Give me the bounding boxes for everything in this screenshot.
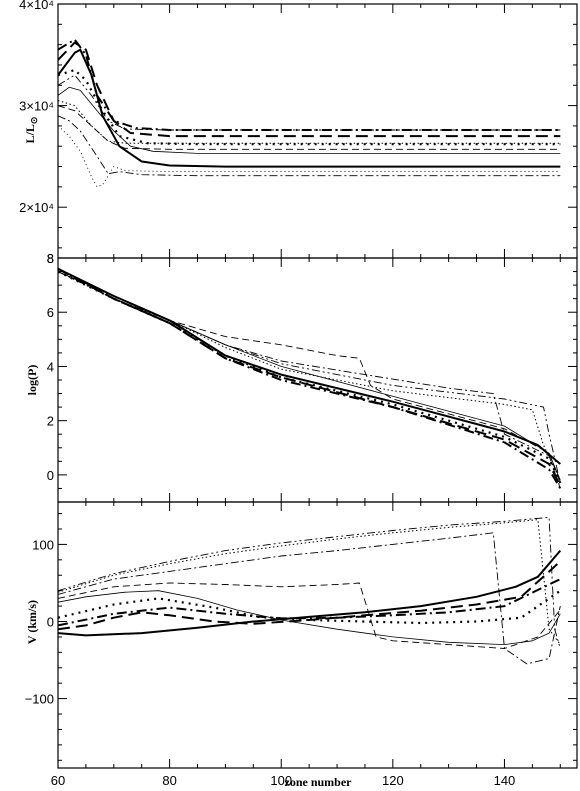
- series-line-dotted: [58, 271, 561, 481]
- series-line-dot-thick: [58, 68, 561, 146]
- x-axis-label: zone number: [285, 775, 353, 789]
- y-tick-label: 3×10⁴: [19, 99, 54, 114]
- y-tick-label: 2: [47, 414, 54, 429]
- y-tick-label: −100: [25, 692, 54, 707]
- panel-frames: [57, 3, 578, 769]
- y-tick-label: 2×10⁴: [19, 200, 54, 215]
- series-line-dash-dot-dot: [58, 74, 561, 131]
- series-line-dash-dot-dot: [58, 271, 561, 484]
- y-tick-label: 100: [32, 537, 54, 552]
- series-line-dash-dot: [58, 532, 561, 665]
- series-line-dash-long: [58, 267, 562, 487]
- series-line-solid-thick: [58, 48, 561, 168]
- ticks: [57, 3, 577, 768]
- series-line-solid-thin: [58, 271, 561, 481]
- series-line-dash-dot-thick: [58, 38, 561, 131]
- y-axis-label-pressure: log(P): [25, 365, 39, 396]
- y-tick-label: 0: [47, 615, 54, 630]
- series-line-dash-dot: [58, 271, 561, 489]
- series-line-dash-dot-dot: [58, 516, 561, 649]
- x-tick-label: 60: [51, 773, 65, 788]
- y-tick-label: 4: [47, 359, 54, 374]
- series-line-solid-thick: [58, 549, 562, 637]
- series-line-dot-fine: [58, 125, 561, 188]
- series-line-dash-short: [58, 582, 561, 649]
- series-line-dotted: [58, 519, 561, 645]
- series-line-dot-thick: [58, 270, 562, 484]
- series-line-solid-thin: [58, 86, 561, 154]
- series-line-dotted: [58, 100, 561, 144]
- x-tick-label: 140: [494, 773, 516, 788]
- y-tick-label: 8: [47, 251, 54, 266]
- series-line-dash-dot: [58, 115, 561, 177]
- y-tick-label: 4×10⁴: [19, 0, 54, 12]
- x-tick-label: 80: [162, 773, 176, 788]
- y-tick-label: 8: [47, 251, 54, 266]
- y-axis-label-luminosity: L/L⊙: [23, 117, 39, 144]
- curves: [58, 38, 562, 665]
- series-line-solid-thin: [58, 590, 561, 645]
- x-tick-label: 100: [270, 773, 292, 788]
- panel-frame-middle: [57, 257, 578, 503]
- series-line-dash-long: [58, 560, 561, 631]
- y-axis-label-velocity: V (km/s): [25, 600, 39, 644]
- series-line-dash-short: [58, 105, 561, 150]
- y-tick-label: 6: [47, 305, 54, 320]
- x-tick-label: 120: [382, 773, 404, 788]
- series-line-dash-dot-thick: [58, 578, 561, 627]
- series-line-dash-short: [58, 268, 561, 484]
- y-tick-label: 0: [47, 468, 54, 483]
- panel-frame-bottom: [57, 501, 578, 769]
- series-line-dash-dot-thick: [58, 267, 562, 489]
- series-line-dash-long: [58, 41, 561, 138]
